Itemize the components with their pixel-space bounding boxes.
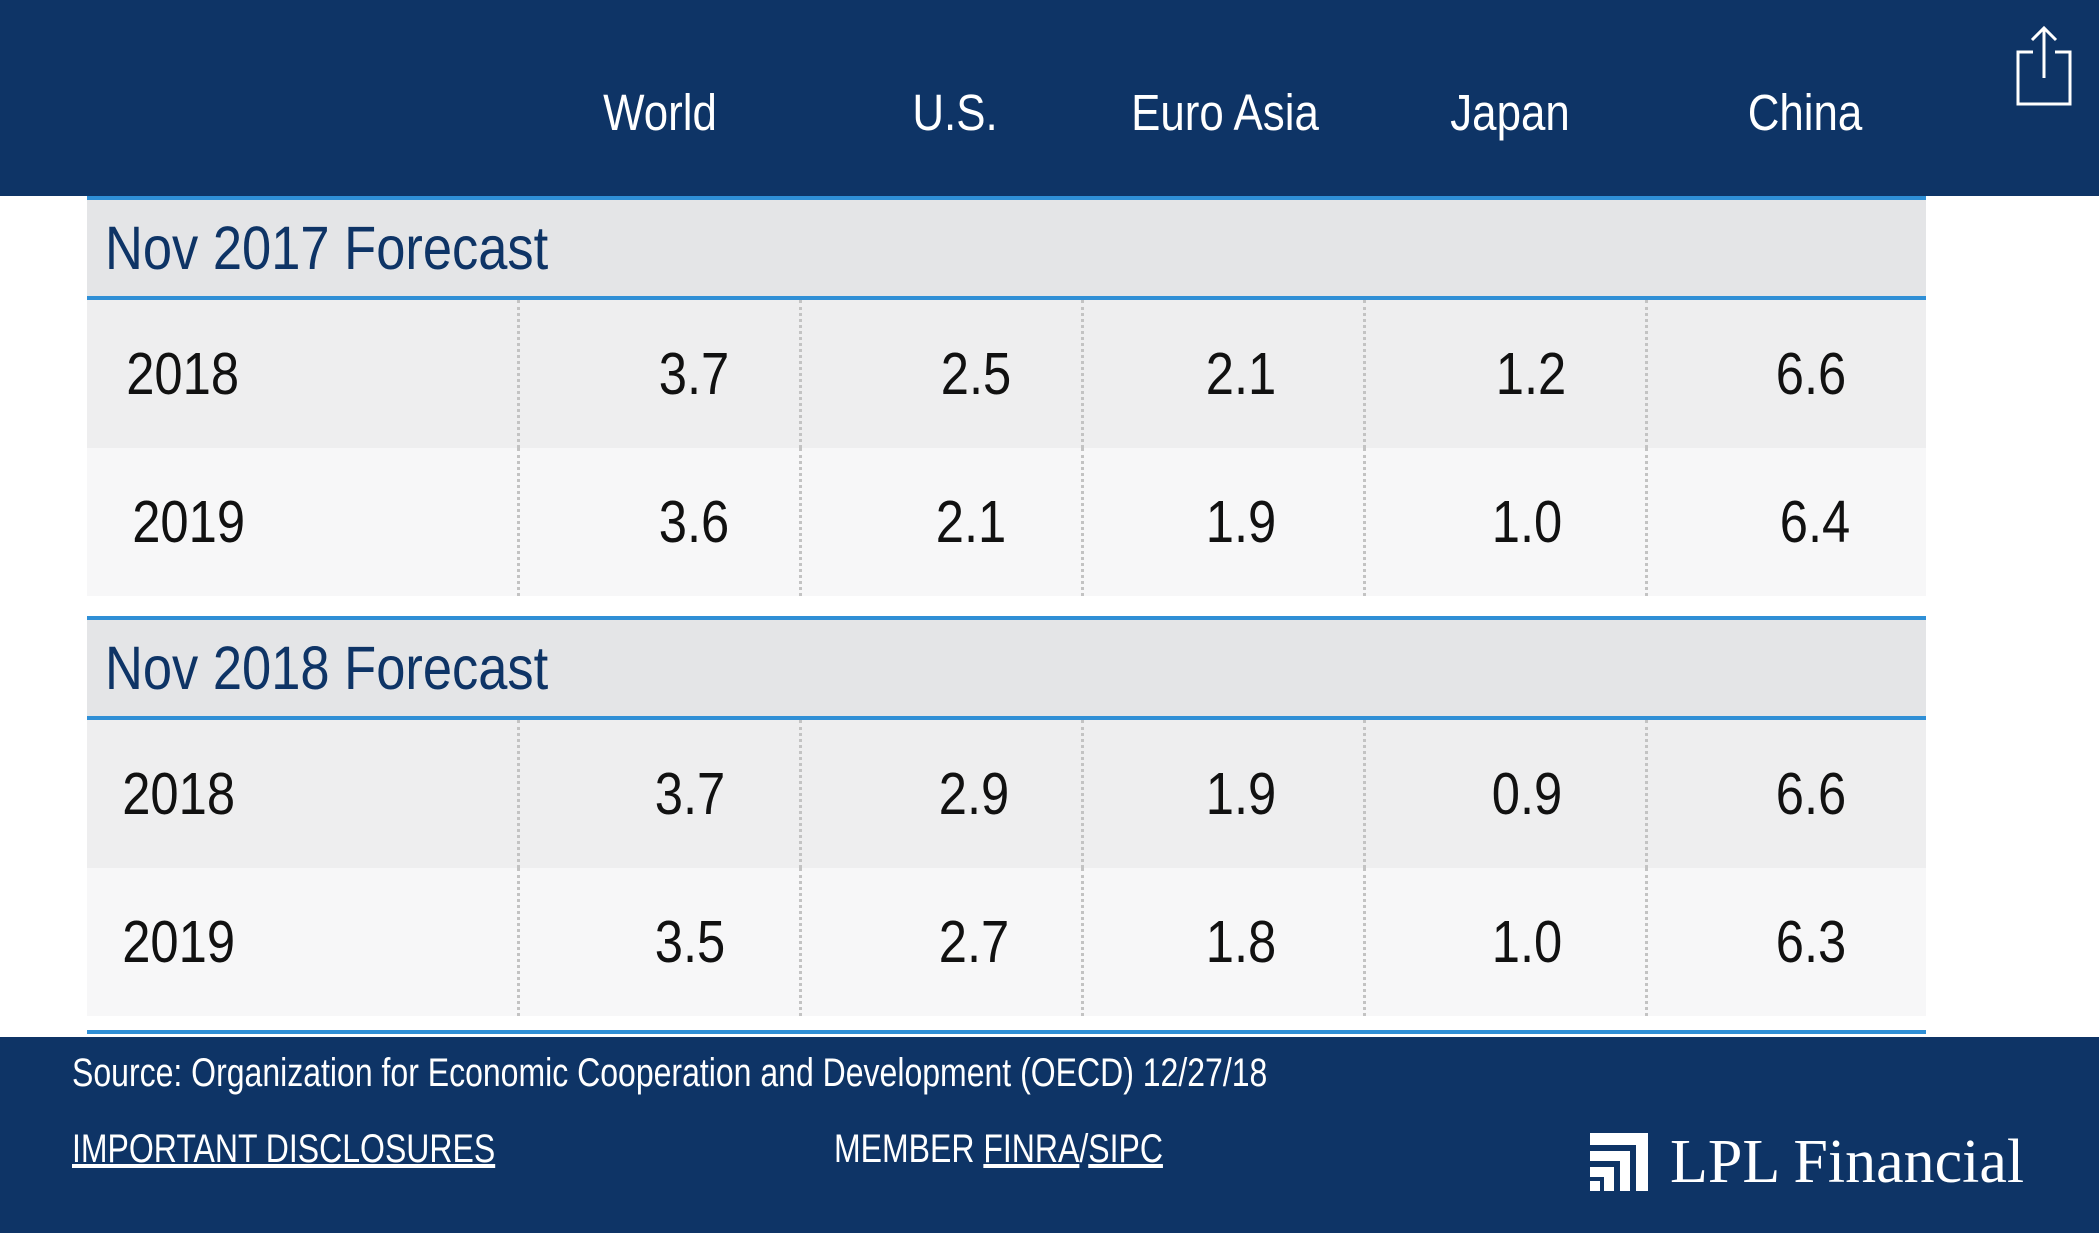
table-row: 2018 3.7 2.9 1.9 0.9 6.6 <box>87 720 1926 868</box>
column-header-world: World <box>603 84 717 141</box>
table-bottom-rule <box>87 1030 1926 1034</box>
column-divider <box>1363 868 1366 1016</box>
member-finra-sipc: MEMBER FINRA/SIPC <box>834 1121 1163 1177</box>
value-cell-world: 3.7 <box>654 761 726 827</box>
column-divider <box>1645 448 1648 596</box>
value-cell-china: 6.3 <box>1775 909 1847 975</box>
forecast-table: Nov 2017 Forecast 2018 3.7 2.5 2.1 1.2 6… <box>87 196 1926 1034</box>
value-cell-euro-asia: 1.8 <box>1205 909 1277 975</box>
value-cell-us: 2.5 <box>940 341 1012 407</box>
table-row: 2019 3.6 2.1 1.9 1.0 6.4 <box>87 448 1926 596</box>
value-cell-china: 6.6 <box>1775 761 1847 827</box>
section-label: Nov 2018 Forecast <box>105 634 549 702</box>
column-divider <box>1081 448 1084 596</box>
column-divider <box>1081 300 1084 448</box>
column-divider <box>517 720 520 868</box>
year-cell: 2018 <box>126 341 240 407</box>
value-cell-japan: 0.9 <box>1491 761 1563 827</box>
value-cell-world: 3.6 <box>658 489 730 555</box>
value-cell-japan: 1.2 <box>1495 341 1567 407</box>
table-row: 2019 3.5 2.7 1.8 1.0 6.3 <box>87 868 1926 1016</box>
value-cell-world: 3.7 <box>658 341 730 407</box>
column-divider <box>1081 720 1084 868</box>
table-row: 2018 3.7 2.5 2.1 1.2 6.6 <box>87 300 1926 448</box>
column-divider <box>799 300 802 448</box>
column-divider <box>517 868 520 1016</box>
value-cell-world: 3.5 <box>654 909 726 975</box>
column-divider <box>517 448 520 596</box>
column-divider <box>517 300 520 448</box>
column-divider <box>1363 448 1366 596</box>
column-header-china: China <box>1747 84 1863 141</box>
value-cell-us: 2.7 <box>938 909 1010 975</box>
value-cell-euro-asia: 2.1 <box>1205 341 1277 407</box>
section-label: Nov 2017 Forecast <box>105 214 549 282</box>
year-cell: 2018 <box>122 761 236 827</box>
value-cell-euro-asia: 1.9 <box>1205 761 1277 827</box>
column-divider <box>1081 868 1084 1016</box>
value-cell-japan: 1.0 <box>1491 489 1563 555</box>
source-note: Source: Organization for Economic Cooper… <box>72 1051 1268 1095</box>
important-disclosures-link[interactable]: IMPORTANT DISCLOSURES <box>72 1127 496 1171</box>
column-divider <box>799 448 802 596</box>
column-divider <box>799 868 802 1016</box>
member-prefix: MEMBER <box>834 1127 984 1171</box>
column-divider <box>1363 720 1366 868</box>
value-cell-us: 2.9 <box>938 761 1010 827</box>
value-cell-china: 6.4 <box>1779 489 1851 555</box>
value-cell-euro-asia: 1.9 <box>1205 489 1277 555</box>
column-divider <box>1363 300 1366 448</box>
section-header-nov-2018: Nov 2018 Forecast <box>87 616 1926 720</box>
lpl-financial-logo: LPL Financial <box>1590 1125 2024 1199</box>
column-header-japan: Japan <box>1450 84 1570 141</box>
column-divider <box>1645 300 1648 448</box>
share-icon <box>2016 25 2072 106</box>
share-button[interactable] <box>2014 24 2074 108</box>
column-divider <box>799 720 802 868</box>
column-divider <box>1645 868 1648 1016</box>
column-header-euro-asia: Euro Asia <box>1131 84 1319 141</box>
logo-text: LPL Financial <box>1670 1128 2025 1196</box>
app-header: World U.S. Euro Asia Japan China <box>0 0 2099 196</box>
value-cell-japan: 1.0 <box>1491 909 1563 975</box>
column-divider <box>1645 720 1648 868</box>
sipc-link[interactable]: SIPC <box>1088 1127 1163 1171</box>
lpl-logo-icon <box>1590 1133 1648 1191</box>
value-cell-us: 2.1 <box>935 489 1007 555</box>
value-cell-china: 6.6 <box>1775 341 1847 407</box>
year-cell: 2019 <box>132 489 246 555</box>
section-header-nov-2017: Nov 2017 Forecast <box>87 196 1926 300</box>
separator: / <box>1079 1127 1089 1171</box>
year-cell: 2019 <box>122 909 236 975</box>
app-footer: Source: Organization for Economic Cooper… <box>0 1037 2099 1233</box>
finra-link[interactable]: FINRA <box>983 1127 1080 1171</box>
column-header-us: U.S. <box>912 84 998 141</box>
